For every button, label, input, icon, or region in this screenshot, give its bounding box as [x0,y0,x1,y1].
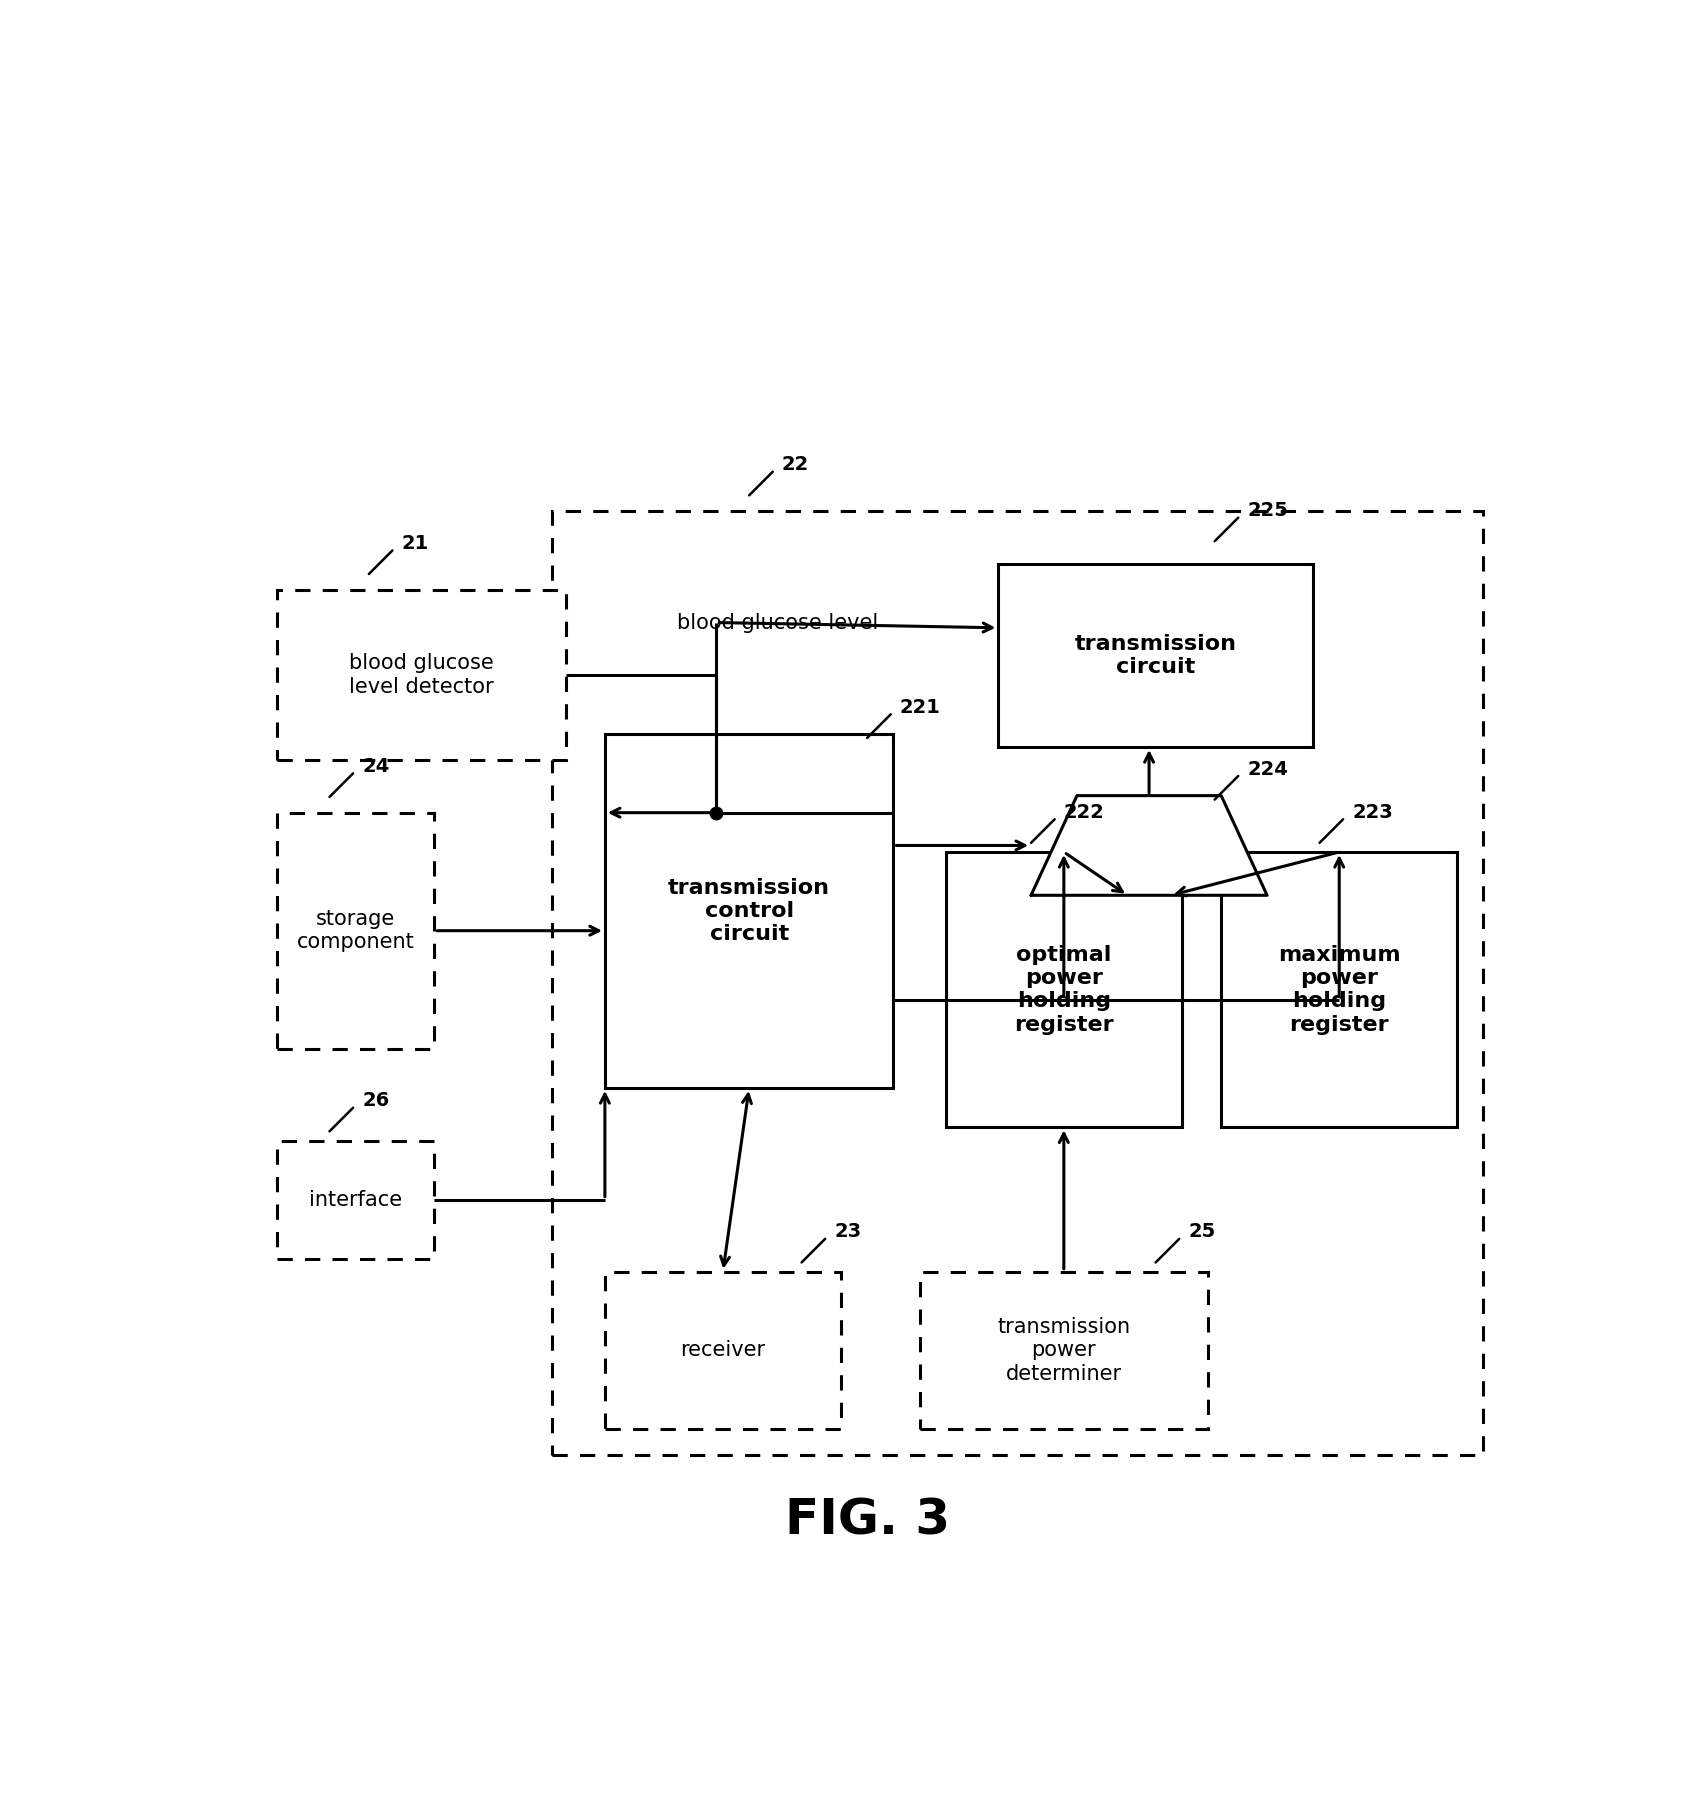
Text: 26: 26 [362,1092,389,1110]
Text: interface: interface [310,1190,403,1210]
Text: 25: 25 [1188,1223,1215,1241]
Text: transmission
control
circuit: transmission control circuit [668,878,831,945]
Text: 22: 22 [782,456,809,474]
Bar [552,511,1484,1455]
Bar [998,563,1313,747]
Text: 23: 23 [834,1223,861,1241]
Text: maximum
power
holding
register: maximum power holding register [1277,945,1401,1034]
Text: 223: 223 [1352,803,1393,821]
Text: receiver: receiver [680,1341,765,1361]
Bar [1222,852,1457,1127]
Text: 21: 21 [401,534,428,552]
Text: storage
component: storage component [296,908,415,952]
Text: transmission
power
determiner: transmission power determiner [997,1317,1130,1383]
Text: blood glucose
level detector: blood glucose level detector [349,654,494,696]
Text: 225: 225 [1247,501,1288,520]
Text: 221: 221 [900,698,941,718]
Text: 222: 222 [1064,803,1105,821]
Bar [277,1141,435,1259]
Bar [277,591,565,760]
Bar [606,734,893,1088]
Bar [606,1272,841,1428]
Bar [946,852,1181,1127]
Bar [920,1272,1208,1428]
Bar [277,812,435,1048]
Text: 224: 224 [1247,760,1288,779]
Text: FIG. 3: FIG. 3 [785,1497,949,1544]
Polygon shape [1030,796,1267,896]
Text: transmission
circuit: transmission circuit [1074,634,1237,678]
Text: 24: 24 [362,758,389,776]
Text: blood glucose level: blood glucose level [677,612,878,632]
Text: optimal
power
holding
register: optimal power holding register [1014,945,1113,1034]
